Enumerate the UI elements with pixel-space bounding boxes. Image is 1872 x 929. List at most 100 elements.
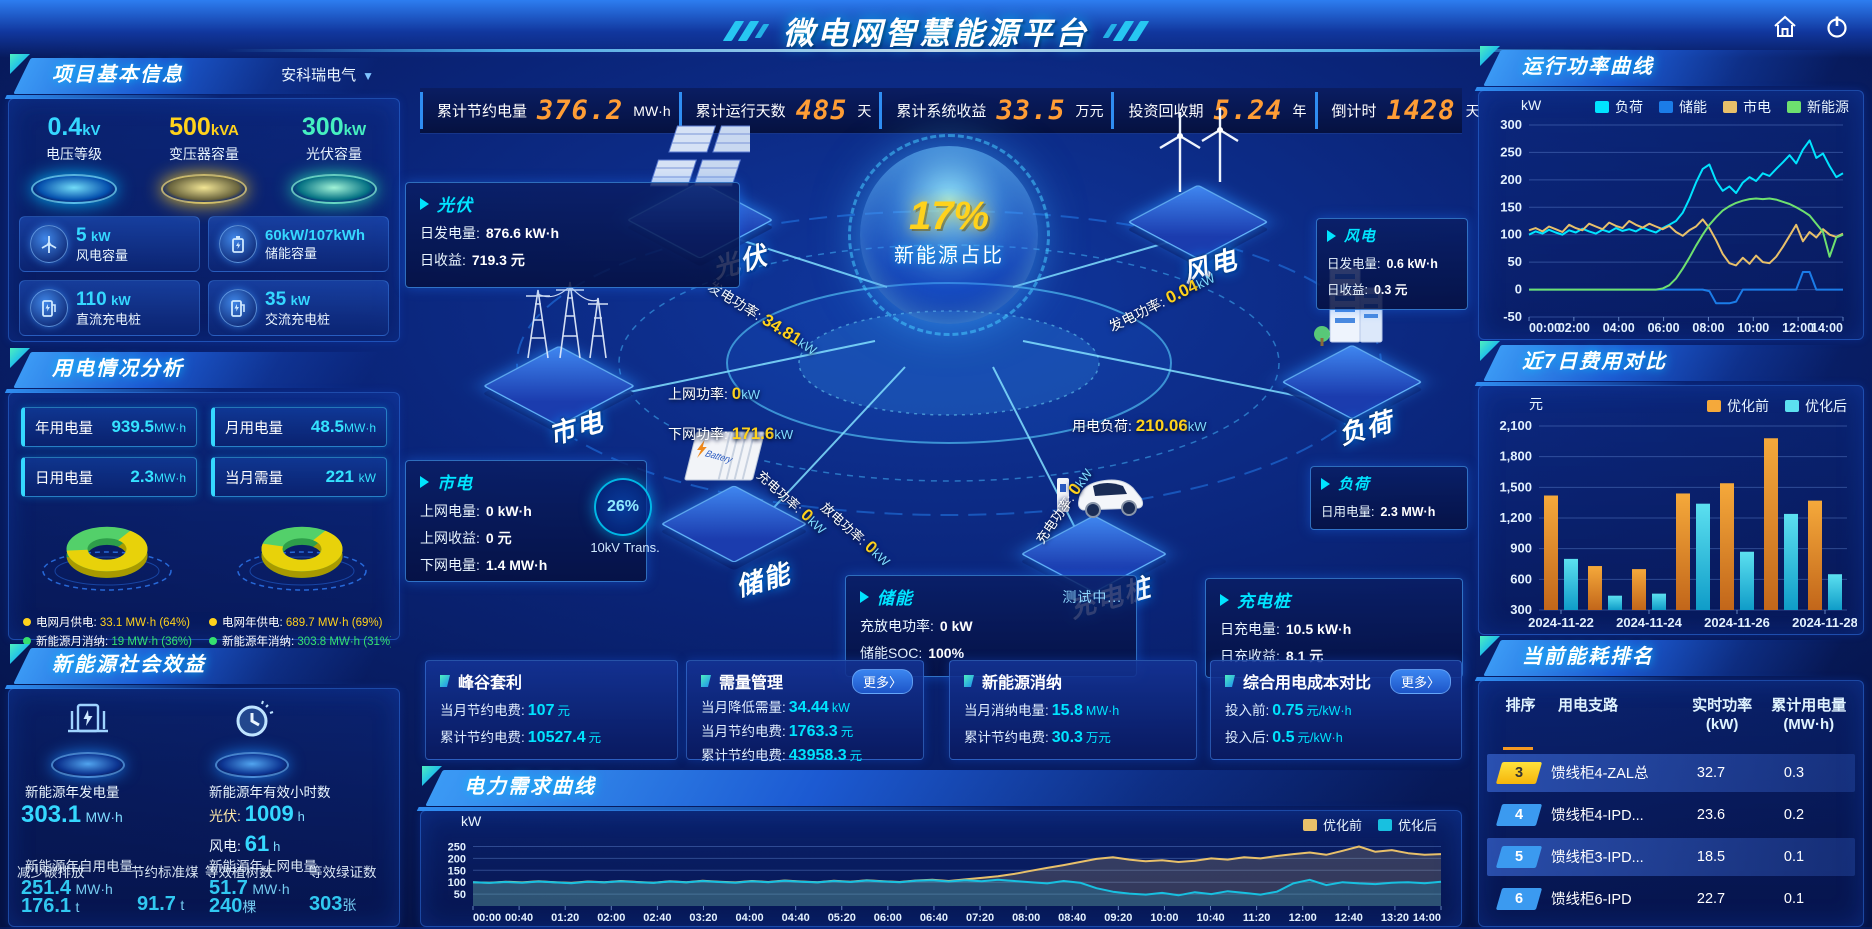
coal-label: 节约标准煤	[131, 865, 199, 880]
home-icon[interactable]	[1772, 14, 1798, 40]
solar-panel-icon	[650, 125, 750, 187]
svg-text:12:00: 12:00	[1289, 912, 1317, 924]
glow-disc	[291, 174, 377, 204]
svg-text:50: 50	[454, 889, 466, 901]
rank-badge: 5	[1495, 845, 1543, 868]
company-select[interactable]: 安科瑞电气 ▼	[281, 67, 374, 84]
card-corner-icon	[440, 675, 450, 687]
trees-value: 240棵	[209, 895, 257, 917]
testing-badge: 测试中...	[1062, 588, 1122, 605]
renewable-share-label: 新能源占比	[894, 245, 1004, 267]
chevron-right-icon	[1321, 477, 1330, 490]
svg-text:2024-11-22: 2024-11-22	[1528, 615, 1594, 630]
svg-text:100: 100	[448, 877, 466, 889]
coal-value: 91.7 t	[137, 893, 185, 915]
svg-text:04:40: 04:40	[782, 912, 810, 924]
wind-turbine-icon	[30, 225, 68, 263]
panel-energy-ranking: 当前能耗排名 排序 用电支路 实时功率 (kW) 累计用电量 (MW·h) 3 …	[1478, 636, 1864, 927]
svg-text:2,100: 2,100	[1499, 418, 1532, 433]
page-title: 微电网智慧能源平台	[783, 16, 1089, 51]
chevron-right-icon	[1220, 593, 1229, 606]
svg-text:00:00: 00:00	[473, 912, 501, 924]
wind-info-card: 风电 日发电量: 0.6 kW·h 日收益: 0.3 元	[1316, 218, 1468, 310]
svg-text:11:20: 11:20	[1243, 912, 1271, 924]
chevron-right-icon	[420, 197, 429, 210]
more-button[interactable]: 更多〉	[851, 669, 913, 694]
more-button[interactable]: 更多〉	[1389, 669, 1451, 694]
card-renewable-consumption: 新能源消纳 当月消纳电量: 15.8 MW·h 累计节约电费: 30.3 万元	[949, 660, 1197, 760]
transformer-load-badge: 26%	[594, 478, 652, 536]
cost-chart-legend: 优化前 优化后	[1707, 396, 1847, 416]
panel-power-curve-title: 运行功率曲线	[1522, 56, 1654, 78]
svg-text:300: 300	[1510, 602, 1532, 617]
legend-grid-year: 电网年供电: 689.7 MW·h (69%)	[209, 614, 391, 630]
generation-board-icon	[43, 699, 133, 778]
capacity-card-dc-charger: 110 kW 直流充电桩	[19, 280, 200, 336]
panel-cost-compare: 近7日费用对比 元 优化前 优化后 300 600 900 1,200 1,500 1,80…	[1478, 341, 1864, 635]
ev-car-icon	[1057, 478, 1144, 518]
svg-text:2024-11-26: 2024-11-26	[1704, 615, 1770, 630]
kpi-payback-period: 投资回收期 5.24 年	[1111, 92, 1314, 129]
svg-text:01:20: 01:20	[551, 912, 579, 924]
power-chart: -50 0 50 100 150 200 250 300 00:00 02:00 04:00 06:0…	[1483, 117, 1857, 335]
svg-text:12:40: 12:40	[1335, 912, 1363, 924]
table-row[interactable]: 4 馈线柜4-IPD... 23.6 0.2	[1487, 796, 1855, 834]
glow-disc	[31, 174, 117, 204]
glow-disc	[161, 174, 247, 204]
pedestal-voltage: 0.4kV 电压等级	[16, 113, 132, 204]
flow-export-power: 上网功率: 0kW	[668, 384, 761, 403]
chevron-down-icon: ▼	[362, 69, 374, 83]
stat-day-usage: 日用电量 2.3MW·h	[21, 457, 197, 497]
svg-text:50: 50	[1508, 254, 1522, 269]
ranking-scroll-indicator	[1503, 746, 1533, 750]
stat-month-usage: 月用电量 48.5MW·h	[211, 407, 387, 447]
table-row[interactable]: 3 馈线柜4-ZAL总 32.7 0.3	[1487, 753, 1855, 792]
load-info-card: 负荷 日用电量: 2.3 MW·h	[1310, 466, 1468, 530]
self-use-label: 新能源年自用电量	[25, 859, 133, 874]
pedestal-transformer: 500kVA 变压器容量	[146, 113, 262, 204]
svg-text:200: 200	[1500, 172, 1522, 187]
svg-text:10:00: 10:00	[1150, 912, 1178, 924]
svg-text:1,200: 1,200	[1499, 510, 1532, 525]
svg-text:1,800: 1,800	[1499, 449, 1532, 464]
renewable-share-sphere: 17% 新能源占比	[848, 134, 1050, 336]
legend-renewable-month: 新能源月消纳: 19 MW·h (36%)	[23, 633, 205, 649]
svg-text:08:40: 08:40	[1058, 912, 1086, 924]
wind-hours: 风电: 61 h	[209, 831, 281, 856]
ranking-table-header: 排序 用电支路 实时功率 (kW) 累计用电量 (MW·h)	[1505, 697, 1847, 733]
svg-text:150: 150	[1500, 199, 1522, 214]
rank-badge: 3	[1495, 761, 1543, 784]
power-icon[interactable]	[1824, 14, 1850, 40]
svg-text:12:00: 12:00	[1782, 321, 1814, 335]
panel-usage-analysis: 用电情况分析 年用电量 939.5MW·h 月用电量 48.5MW·h 日用电量 2.…	[8, 348, 400, 648]
carbon-label: 减少碳排放	[17, 865, 85, 880]
legend-item: 优化后	[1377, 815, 1437, 834]
power-y-axis-label: kW	[1521, 97, 1542, 113]
legend-item: 优化前	[1707, 396, 1769, 416]
svg-text:2024-11-24: 2024-11-24	[1616, 615, 1683, 630]
table-row[interactable]: 6 馈线柜6-IPD 22.7 0.1	[1487, 880, 1855, 918]
legend-item: 优化前	[1302, 815, 1362, 834]
svg-text:300: 300	[1500, 117, 1522, 132]
table-row[interactable]: 5 馈线柜3-IPD... 18.5 0.1	[1487, 837, 1855, 876]
kpi-run-days: 累计运行天数 485 天	[678, 92, 880, 129]
legend-grid-month: 电网月供电: 33.1 MW·h (64%)	[23, 614, 205, 630]
capacity-card-storage: 60kW/107kWh 储能容量	[208, 216, 389, 272]
rank-badge: 6	[1495, 887, 1543, 910]
charger-icon	[30, 289, 68, 327]
legend-item: 优化后	[1785, 396, 1847, 416]
pv-info-card: 光伏 日发电量: 876.6 kW·h 日收益: 719.3 元	[405, 182, 740, 288]
svg-text:05:20: 05:20	[828, 912, 856, 924]
svg-text:10:00: 10:00	[1737, 321, 1769, 335]
hours-label: 新能源年有效小时数	[209, 785, 331, 800]
svg-text:02:00: 02:00	[1558, 321, 1590, 335]
svg-text:09:20: 09:20	[1104, 912, 1132, 924]
donut-chart-month	[21, 503, 193, 612]
kpi-saved-energy: 累计节约电量 376.2 MW·h	[420, 92, 679, 129]
demand-chart: 50 100 150 200 250 00:00 00:40 01:20 02:00 02:40 0…	[427, 829, 1455, 924]
renewable-share-value: 17%	[908, 194, 990, 238]
stat-year-usage: 年用电量 939.5MW·h	[21, 407, 197, 447]
cost-chart: 300 600 900 1,200 1,500 1,800 2,100 2024-11-22 2…	[1483, 416, 1857, 630]
kpi-system-income: 累计系统收益 33.5 万元	[879, 92, 1111, 129]
self-use-value: 251.4 MW·h	[21, 877, 113, 899]
